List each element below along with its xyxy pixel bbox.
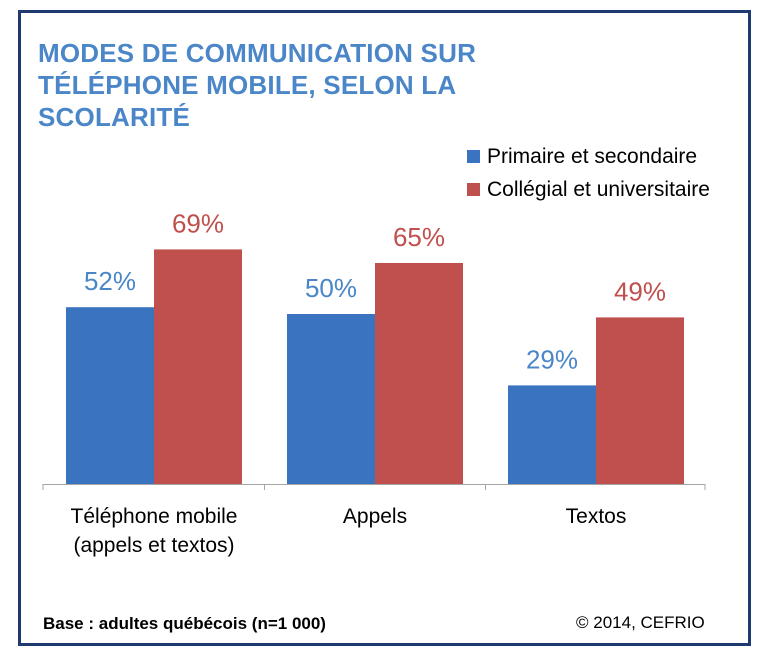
bar-series-2-cat-3 <box>596 317 684 484</box>
legend-swatch-series-1 <box>467 150 480 163</box>
footer-base-note: Base : adultes québécois (n=1 000) <box>43 614 326 633</box>
legend-item-series-2: Collégial et universitaire <box>467 173 710 206</box>
bar-series-1-cat-3 <box>508 385 596 484</box>
category-label-1-line-2: (appels et textos) <box>73 534 234 557</box>
bar-series-1-cat-2 <box>287 314 375 484</box>
chart-legend: Primaire et secondaire Collégial et univ… <box>467 140 710 206</box>
legend-label-series-2: Collégial et universitaire <box>487 177 710 201</box>
data-label-series-2-cat-1: 69% <box>172 208 224 238</box>
category-label-1-line-1: Téléphone mobile <box>71 505 238 528</box>
data-label-series-1-cat-3: 29% <box>526 344 578 374</box>
chart-title: MODES DE COMMUNICATION SUR TÉLÉPHONE MOB… <box>38 37 558 133</box>
bar-series-1-cat-1 <box>66 307 154 484</box>
footer-credit: © 2014, CEFRIO <box>576 613 705 632</box>
data-label-series-2-cat-2: 65% <box>393 222 445 252</box>
bar-series-2-cat-1 <box>154 249 242 484</box>
legend-item-series-1: Primaire et secondaire <box>467 140 710 173</box>
bar-series-2-cat-2 <box>375 263 463 484</box>
category-label-2-line-1: Appels <box>343 505 407 528</box>
data-label-series-1-cat-2: 50% <box>305 273 357 303</box>
category-label-3-line-1: Textos <box>566 505 627 528</box>
legend-label-series-1: Primaire et secondaire <box>487 144 698 168</box>
data-label-series-2-cat-3: 49% <box>614 276 666 306</box>
data-label-series-1-cat-1: 52% <box>84 266 136 296</box>
chart-title-line-1: MODES DE COMMUNICATION SUR <box>38 38 477 68</box>
legend-swatch-series-2 <box>467 183 480 196</box>
chart-title-line-3: SCOLARITÉ <box>38 102 191 132</box>
chart-title-line-2: TÉLÉPHONE MOBILE, SELON LA <box>38 70 457 100</box>
